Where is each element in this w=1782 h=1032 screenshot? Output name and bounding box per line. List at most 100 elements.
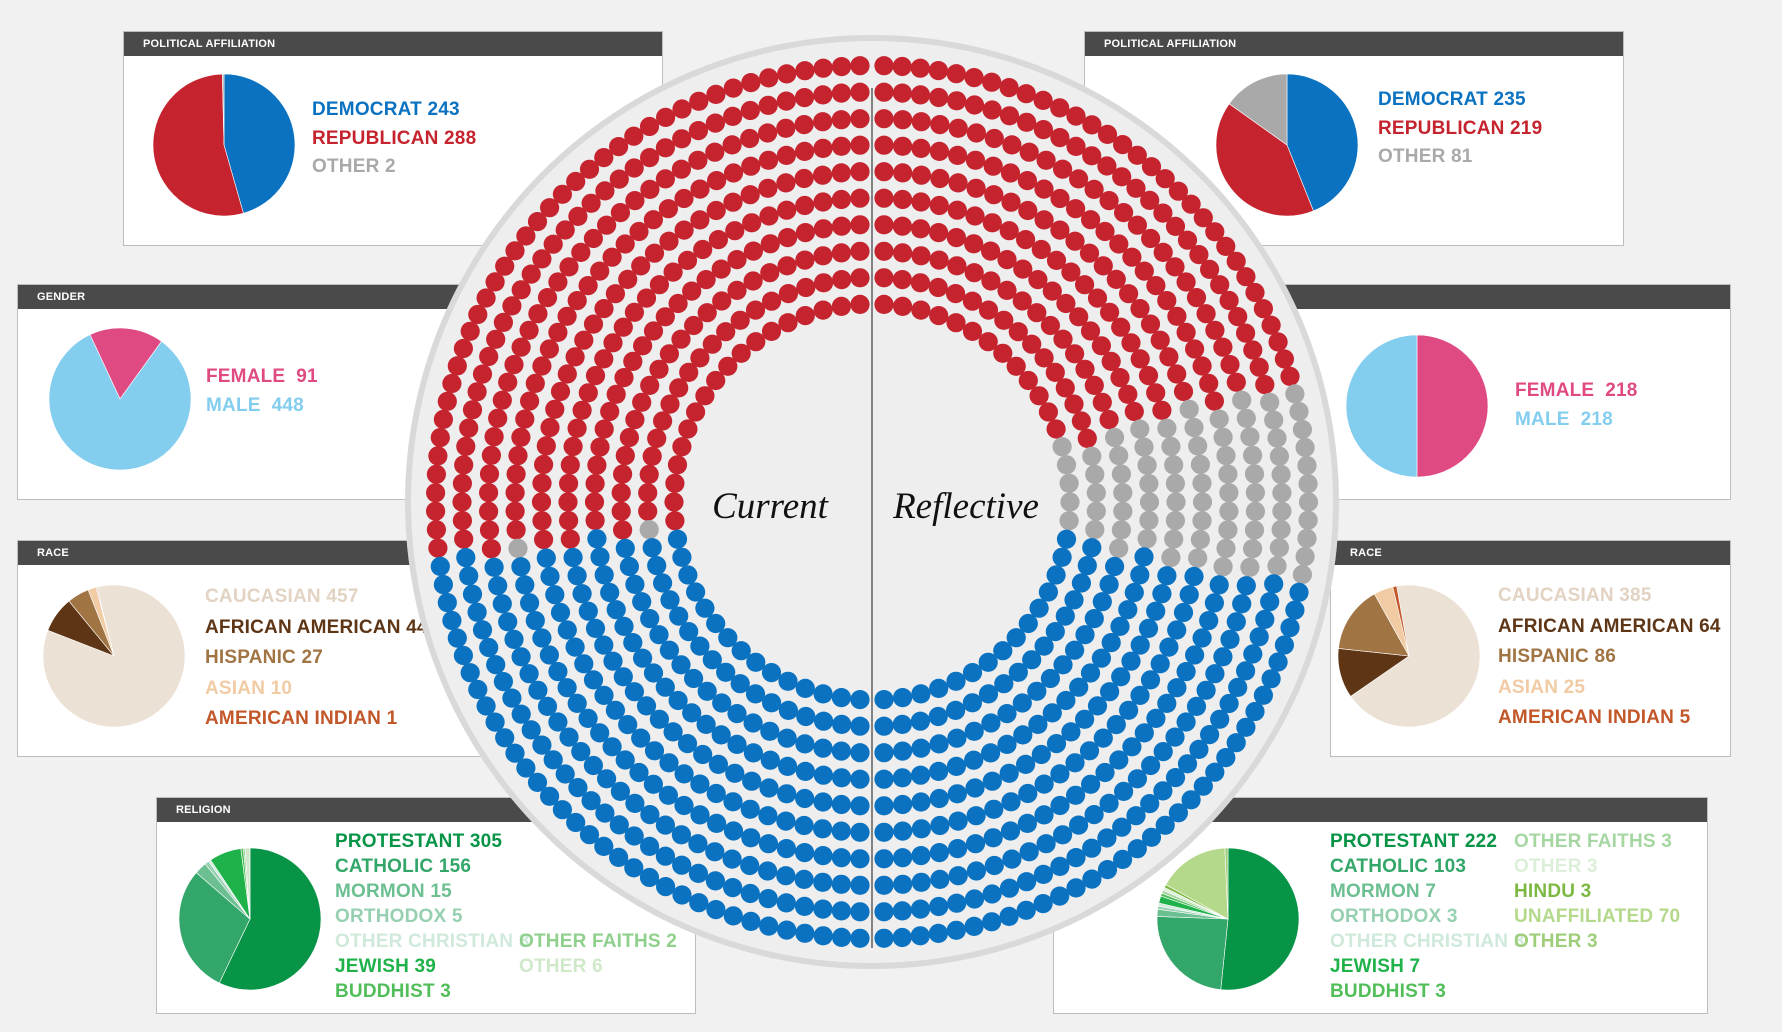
reflective-seat-other <box>1244 464 1265 484</box>
current-seat-democrat <box>678 565 698 585</box>
reflective-gender-legend: FEMALE 218 MALE 218 <box>1515 377 1638 434</box>
reflective-seat-democrat <box>964 750 984 770</box>
current-seat-republican <box>831 243 852 263</box>
reflective-seat-republican <box>983 156 1003 176</box>
current-seat-republican <box>813 192 833 212</box>
current-seat-republican <box>686 402 706 422</box>
current-seat-democrat <box>712 693 732 713</box>
reflective-seat-republican <box>892 56 912 77</box>
reflective-seat-other <box>1272 483 1292 503</box>
current-seat-republican <box>777 256 797 276</box>
reflective-seat-democrat <box>874 796 894 816</box>
current-seat-republican <box>476 288 496 308</box>
reflective-seat-democrat <box>1184 566 1204 587</box>
reflective-seat-republican <box>984 185 1004 205</box>
reflective-seat-democrat <box>1261 669 1281 689</box>
reflective-seat-democrat <box>1122 737 1142 757</box>
current-seat-democrat <box>684 668 704 689</box>
current-seat-republican <box>672 99 692 119</box>
reflective-seat-other <box>1267 428 1287 448</box>
reflective-seat-democrat <box>1205 664 1225 684</box>
reflective-seat-republican <box>1017 171 1037 191</box>
current-seat-republican <box>568 206 588 226</box>
reflective-seat-other <box>1188 548 1208 568</box>
current-seat-republican <box>479 520 500 540</box>
reflective-seat-republican <box>978 332 998 352</box>
reflective-seat-other <box>1059 473 1079 493</box>
reflective-seat-democrat <box>1027 681 1047 701</box>
reflective-seat-other <box>1213 427 1233 447</box>
current-seat-republican <box>632 392 652 412</box>
current-seat-republican <box>519 320 539 340</box>
current-seat-republican <box>481 539 501 559</box>
current-seat-democrat <box>486 655 506 675</box>
reflective-seat-republican <box>910 85 931 105</box>
reflective-seat-democrat <box>1130 635 1150 655</box>
current-seat-republican <box>462 400 483 420</box>
current-seat-democrat <box>758 861 778 881</box>
reflective-seat-democrat <box>1018 613 1038 634</box>
current-seat-republican <box>452 510 472 531</box>
reflective-seat-republican <box>1065 231 1085 251</box>
current-seat-democrat <box>813 899 833 919</box>
current-seat-republican <box>708 230 729 250</box>
current-seat-republican <box>550 381 571 402</box>
reflective-seat-democrat <box>978 684 999 704</box>
current-seat-democrat <box>609 815 629 835</box>
current-seat-democrat <box>493 672 513 692</box>
current-seat-republican <box>590 437 610 457</box>
reflective-seat-republican <box>1261 315 1281 335</box>
current-seat-democrat <box>831 874 851 894</box>
current-seat-democrat <box>613 667 633 687</box>
current-seat-republican <box>511 427 531 447</box>
reflective-seat-republican <box>874 188 894 208</box>
current-seat-republican <box>606 384 626 404</box>
reflective-seat-other <box>1297 528 1317 549</box>
current-seat-democrat <box>741 828 761 848</box>
reflective-seat-republican <box>962 321 983 341</box>
reflective-seat-other <box>1085 520 1105 540</box>
current-religion-pie <box>178 847 322 991</box>
current-seat-other <box>639 520 659 540</box>
reflective-seat-republican <box>1177 230 1198 250</box>
reflective-seat-democrat <box>999 878 1020 898</box>
current-seat-republican <box>506 520 526 540</box>
legend-row-hispanic: HISPANIC 86 <box>1498 646 1616 667</box>
reflective-seat-republican <box>1053 159 1073 179</box>
reflective-seat-other <box>1272 501 1292 521</box>
reflective-seat-democrat <box>1124 582 1144 603</box>
reflective-seat-democrat <box>1040 668 1060 689</box>
current-seat-republican <box>578 276 598 296</box>
reflective-seat-republican <box>892 216 913 236</box>
current-seat-republican <box>488 408 508 428</box>
reflective-seat-republican <box>1050 188 1070 209</box>
reflective-seat-democrat <box>948 811 968 831</box>
current-seat-republican <box>678 419 698 439</box>
current-seat-republican <box>629 221 649 242</box>
reflective-seat-democrat <box>1046 565 1066 585</box>
reflective-race-panel: RACE CAUCASIAN 385 AFRICAN AMERICAN 64 HIS… <box>1330 540 1731 757</box>
reflective-seat-republican <box>1082 115 1102 135</box>
pie-slice-protestant <box>1220 847 1300 991</box>
current-seat-republican <box>594 419 614 439</box>
reflective-seat-republican <box>1055 378 1075 398</box>
reflective-seat-democrat <box>1050 764 1070 784</box>
reflective-seat-democrat <box>1012 693 1032 713</box>
current-seat-democrat <box>619 556 640 577</box>
current-seat-democrat <box>697 681 717 701</box>
current-seat-democrat <box>574 654 594 674</box>
current-seat-democrat <box>595 803 615 823</box>
current-seat-republican <box>539 339 560 359</box>
current-seat-republican <box>615 446 635 466</box>
legend-row-protestant: PROTESTANT 305 <box>335 831 503 852</box>
reflective-seat-republican <box>1193 208 1213 228</box>
current-seat-republican <box>702 334 722 354</box>
current-seat-democrat <box>537 696 558 717</box>
reflective-seat-republican <box>1141 228 1161 249</box>
current-seat-republican <box>671 329 691 349</box>
current-seat-democrat <box>689 893 709 913</box>
current-seat-democrat <box>520 593 540 613</box>
reflective-seat-republican <box>1065 344 1085 364</box>
reflective-seat-republican <box>1101 351 1121 371</box>
current-seat-republican <box>467 382 487 402</box>
